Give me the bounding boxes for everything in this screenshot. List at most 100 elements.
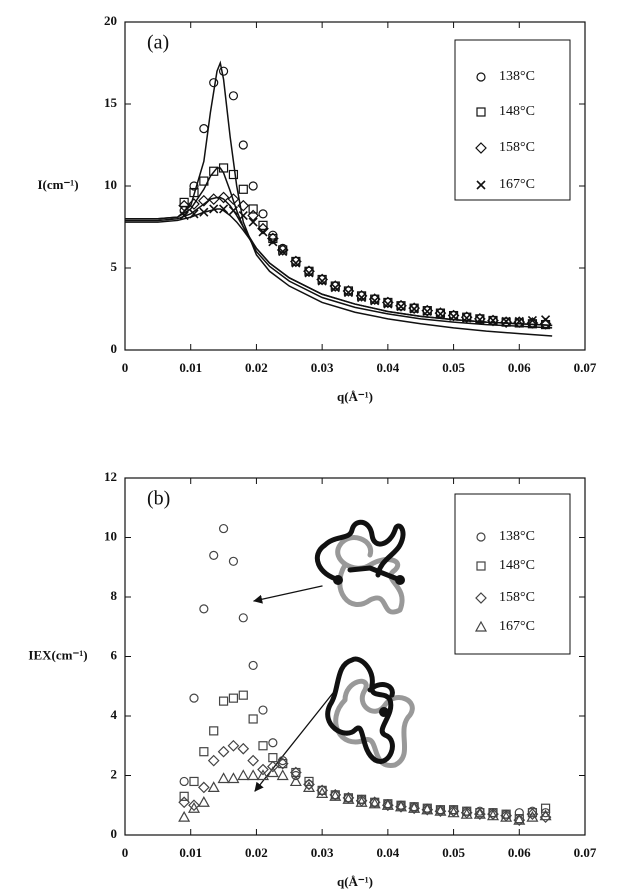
x-tick-label: 0.02 xyxy=(245,360,268,375)
data-point xyxy=(189,693,199,703)
data-point xyxy=(228,206,238,216)
data-point xyxy=(541,315,551,325)
y-tick-label: 15 xyxy=(104,95,118,110)
data-point xyxy=(317,785,327,795)
data-point xyxy=(198,781,210,794)
data-point xyxy=(514,808,524,818)
data-point xyxy=(217,745,230,758)
data-point xyxy=(304,776,314,787)
data-point xyxy=(302,781,316,792)
data-point xyxy=(303,778,315,791)
data-point xyxy=(257,763,269,776)
data-point xyxy=(460,807,473,819)
data-point xyxy=(237,199,250,212)
data-point xyxy=(514,316,524,326)
data-point xyxy=(396,301,406,311)
data-point xyxy=(188,799,200,812)
data-point xyxy=(513,813,526,825)
data-point xyxy=(238,210,248,221)
data-point xyxy=(258,741,268,751)
data-point xyxy=(248,660,258,671)
data-point xyxy=(227,772,240,784)
data-point xyxy=(258,209,268,219)
data-point xyxy=(276,757,289,770)
data-point xyxy=(267,232,279,245)
data-point xyxy=(209,204,219,214)
data-point xyxy=(228,169,239,180)
data-point xyxy=(268,738,278,748)
data-point xyxy=(421,803,434,816)
y-tick-label: 2 xyxy=(111,766,118,781)
data-point xyxy=(258,220,268,230)
legend-box xyxy=(454,39,571,201)
data-point xyxy=(304,266,314,276)
data-point xyxy=(199,207,209,217)
chain-cartoon xyxy=(253,519,415,792)
data-point xyxy=(276,769,289,781)
data-point xyxy=(539,809,552,821)
data-point xyxy=(227,193,240,205)
data-point xyxy=(248,181,258,191)
data-point xyxy=(219,204,229,214)
data-point xyxy=(197,796,210,807)
data-point xyxy=(500,316,512,328)
data-point xyxy=(486,809,500,821)
data-point xyxy=(218,66,229,76)
data-point xyxy=(199,747,209,757)
data-point xyxy=(178,796,190,809)
y-tick-label: 0 xyxy=(111,341,118,356)
x-tick-label: 0.04 xyxy=(376,845,399,860)
data-point xyxy=(316,784,328,797)
data-point xyxy=(316,787,329,798)
data-point xyxy=(527,315,537,326)
x-tick-label: 0.03 xyxy=(311,845,334,860)
data-point xyxy=(394,800,408,812)
legend-marker xyxy=(474,620,488,632)
data-point xyxy=(189,187,199,198)
panel-label: (b) xyxy=(147,488,170,510)
data-point xyxy=(501,317,511,327)
data-point xyxy=(356,291,367,301)
data-point xyxy=(209,726,219,736)
data-point xyxy=(291,256,301,267)
data-point xyxy=(228,556,239,566)
legend-box xyxy=(454,493,571,655)
data-point xyxy=(266,766,279,778)
y-tick-label: 4 xyxy=(111,707,118,722)
data-point xyxy=(217,191,230,204)
x-tick-label: 0.05 xyxy=(442,845,465,860)
fit-line xyxy=(125,196,553,327)
y-axis-label: I(cm⁻¹) xyxy=(37,177,78,192)
legend-marker xyxy=(476,180,486,190)
data-point xyxy=(189,209,199,219)
y-tick-label: 5 xyxy=(111,259,118,274)
x-tick-label: 0.03 xyxy=(311,360,334,375)
data-point xyxy=(178,810,191,822)
data-point xyxy=(473,807,486,819)
data-point xyxy=(513,316,526,328)
data-point xyxy=(187,801,201,813)
data-point xyxy=(330,281,340,291)
data-point xyxy=(526,810,539,822)
data-point xyxy=(228,91,239,101)
data-point xyxy=(209,550,219,560)
legend-label: 167°C xyxy=(499,619,535,634)
data-point xyxy=(449,311,459,321)
data-point xyxy=(247,769,260,781)
legend-marker xyxy=(476,72,486,82)
x-tick-label: 0.06 xyxy=(508,845,531,860)
data-point xyxy=(179,776,189,787)
data-point xyxy=(247,754,259,767)
data-point xyxy=(179,210,189,221)
data-point xyxy=(189,181,199,191)
data-point xyxy=(179,791,189,801)
data-point xyxy=(434,804,447,816)
x-tick-label: 0 xyxy=(122,360,129,375)
data-point xyxy=(207,193,220,205)
x-tick-label: 0.01 xyxy=(179,360,202,375)
data-point xyxy=(396,301,406,312)
x-tick-label: 0.02 xyxy=(245,845,268,860)
data-point xyxy=(329,790,342,801)
data-point xyxy=(381,799,394,810)
data-point xyxy=(383,299,393,309)
